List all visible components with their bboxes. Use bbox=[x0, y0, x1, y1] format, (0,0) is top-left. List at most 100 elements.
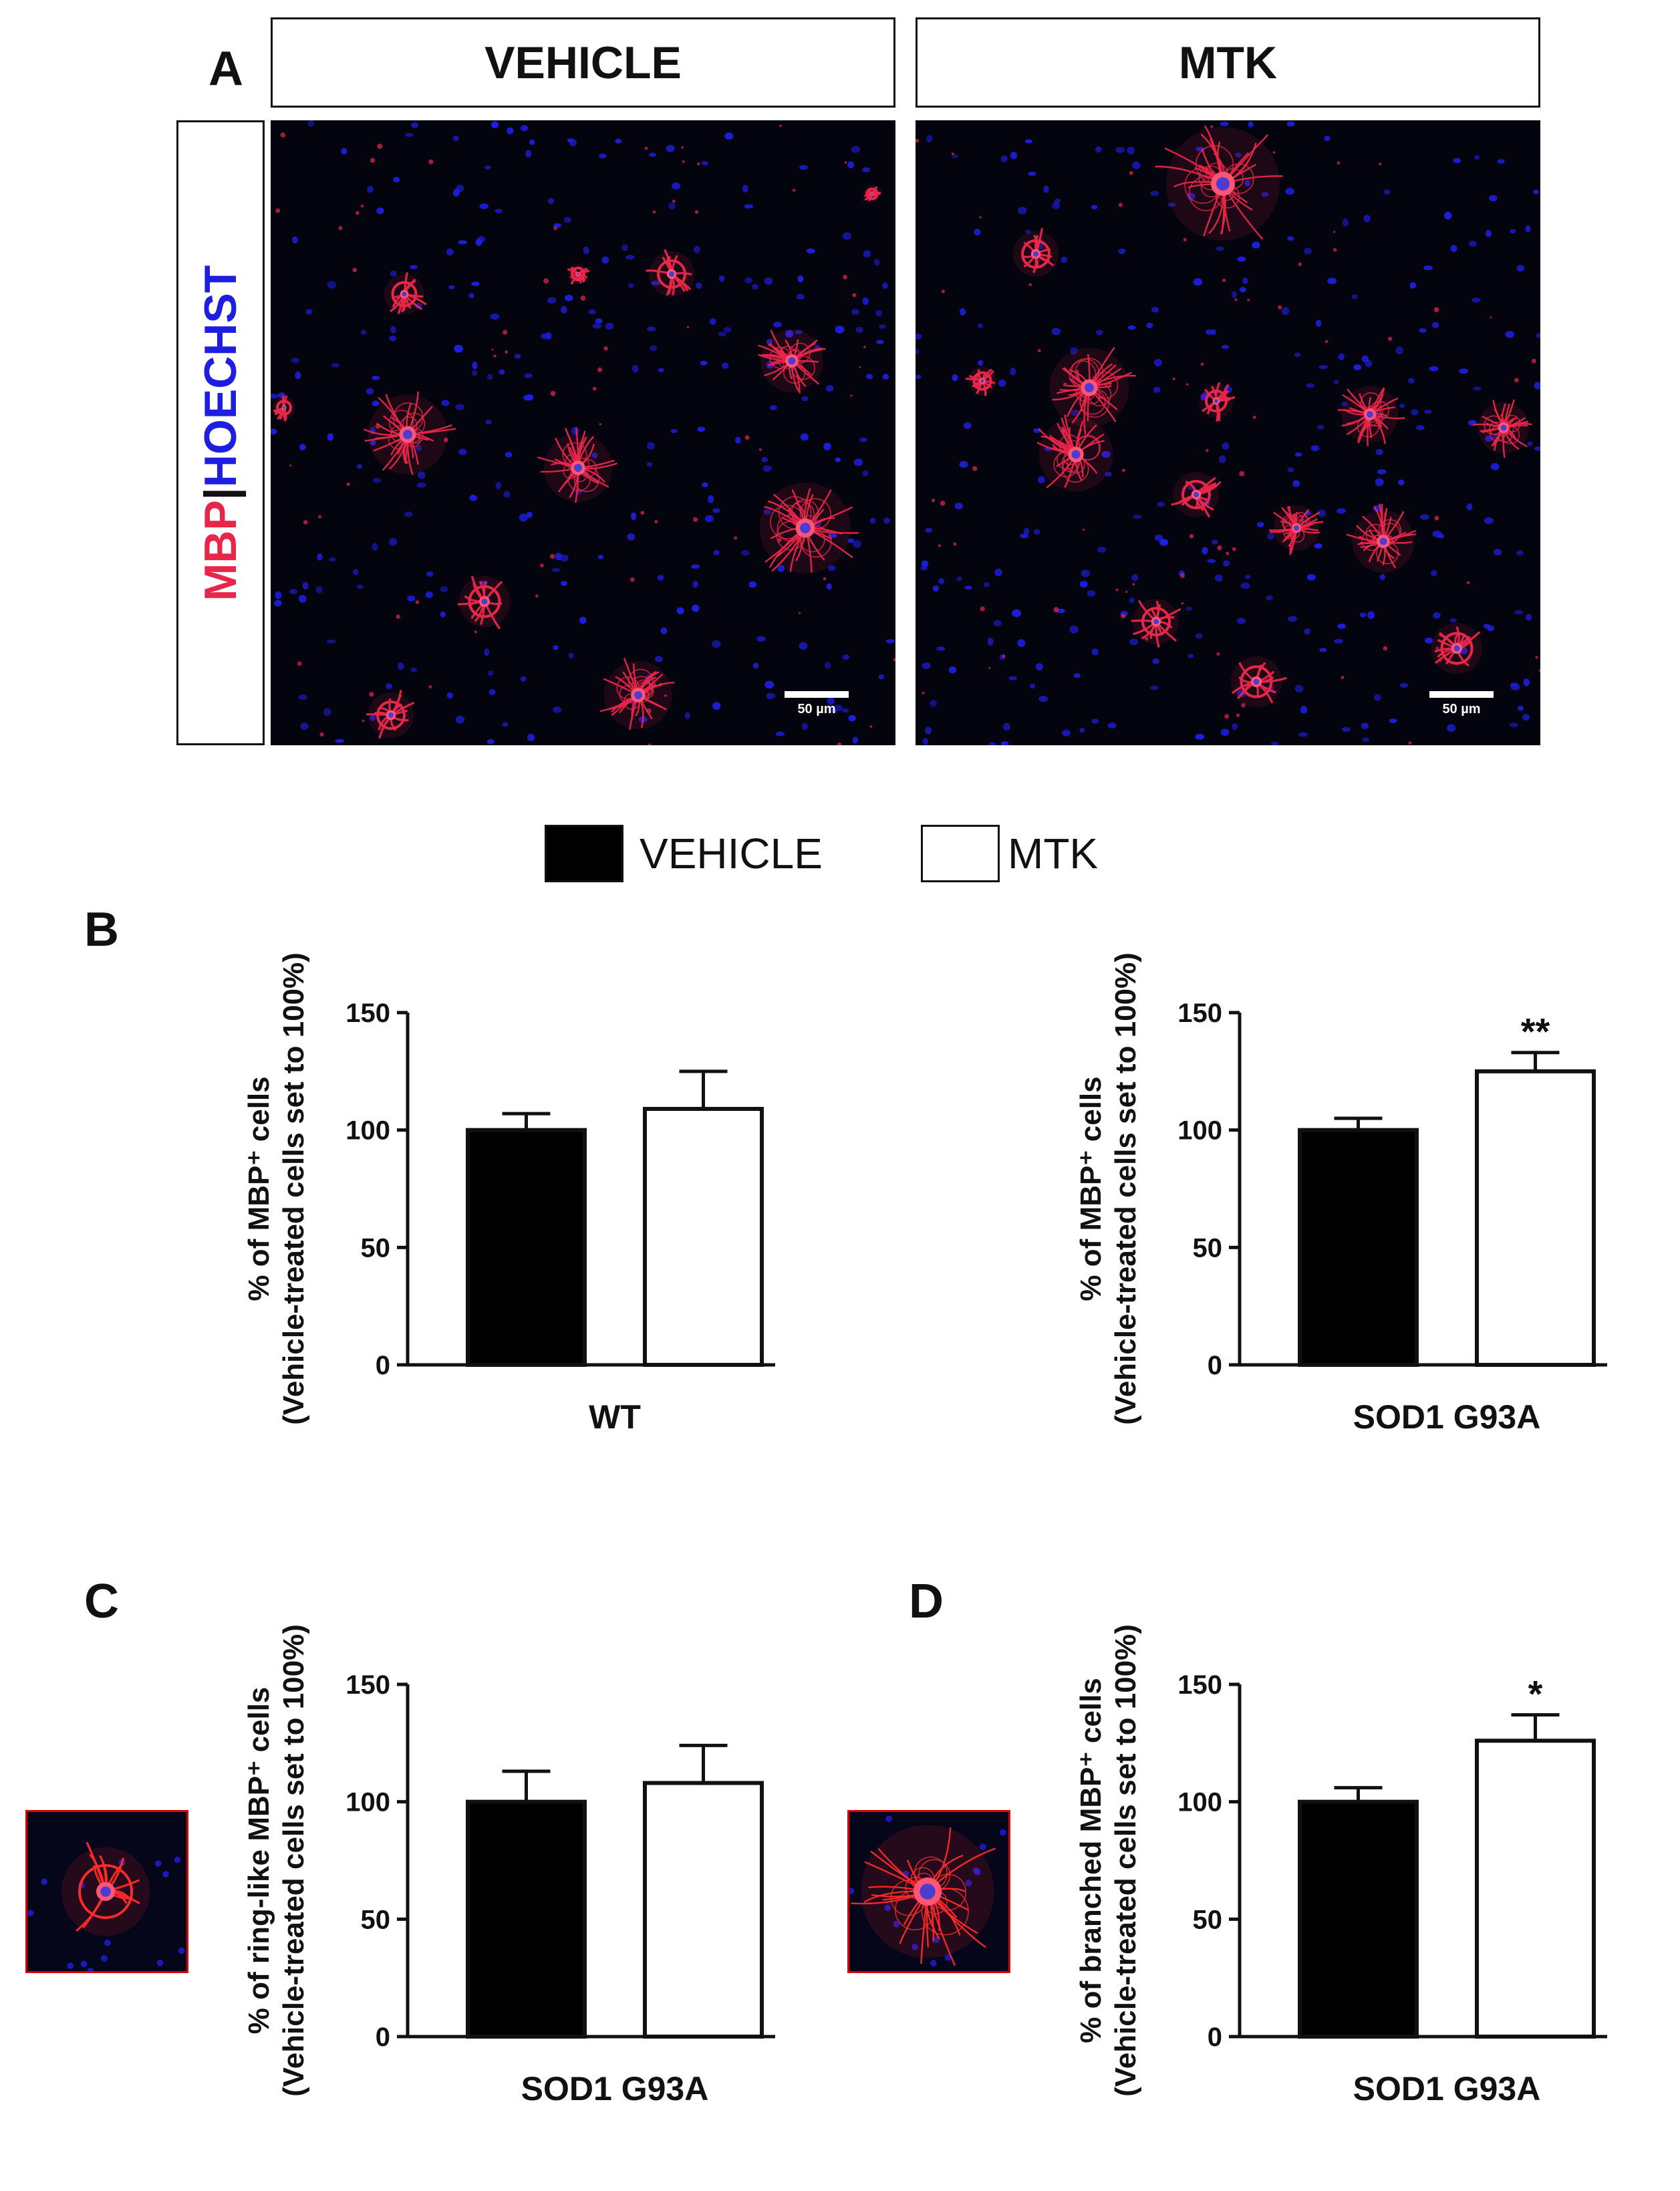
nucleus bbox=[592, 323, 602, 329]
nucleus bbox=[1091, 719, 1099, 724]
nucleus bbox=[563, 217, 572, 223]
nucleus bbox=[551, 567, 561, 572]
nucleus bbox=[505, 451, 513, 458]
nucleus bbox=[1095, 330, 1103, 336]
nucleus bbox=[988, 742, 996, 745]
nucleus bbox=[456, 715, 465, 724]
nucleus bbox=[484, 648, 490, 656]
panel-b-letter: B bbox=[84, 903, 119, 956]
nucleus bbox=[1185, 606, 1192, 611]
nucleus bbox=[718, 332, 726, 337]
nucleus bbox=[1131, 573, 1139, 582]
nucleus bbox=[1155, 534, 1163, 541]
bar-mtk bbox=[643, 1107, 764, 1367]
y-tick-label: 0 bbox=[376, 2023, 390, 2052]
nucleus bbox=[1010, 151, 1018, 160]
nucleus bbox=[693, 245, 701, 253]
nucleus bbox=[762, 465, 772, 472]
nucleus bbox=[625, 255, 635, 260]
nucleus bbox=[469, 495, 478, 501]
nucleus bbox=[1337, 508, 1346, 514]
mbp-stain-label: MBP bbox=[195, 499, 246, 601]
nucleus bbox=[924, 727, 932, 735]
legend-vehicle: VEHICLE bbox=[545, 823, 823, 884]
nucleus bbox=[1025, 229, 1031, 235]
nucleus bbox=[712, 640, 721, 648]
nucleus bbox=[1310, 445, 1320, 451]
nucleus bbox=[1220, 729, 1230, 736]
nucleus bbox=[744, 277, 753, 283]
nucleus bbox=[519, 513, 528, 522]
nucleus bbox=[341, 148, 347, 155]
chart-c-ring-like: % of ring-like MBP⁺ cells(Vehicle-treate… bbox=[243, 1624, 775, 2107]
nucleus bbox=[1516, 550, 1524, 556]
nucleus bbox=[441, 400, 450, 406]
nucleus bbox=[367, 186, 374, 193]
nucleus bbox=[1070, 409, 1080, 416]
mbp-cell bbox=[646, 249, 694, 297]
panel-c-letter: C bbox=[84, 1575, 119, 1628]
nucleus bbox=[752, 662, 759, 669]
mbp-cell bbox=[1155, 125, 1283, 241]
nucleus bbox=[1118, 248, 1126, 255]
nucleus bbox=[1051, 328, 1061, 336]
nucleus bbox=[305, 309, 313, 315]
branched-cell-image bbox=[849, 1812, 1008, 1971]
nucleus bbox=[560, 305, 567, 313]
bar-mtk bbox=[1475, 1738, 1596, 2039]
nucleus bbox=[948, 666, 957, 674]
nucleus bbox=[956, 576, 962, 582]
nucleus bbox=[1127, 146, 1135, 154]
legend-mtk-swatch bbox=[921, 825, 1000, 882]
nucleus bbox=[1304, 247, 1312, 255]
nucleus bbox=[709, 318, 716, 326]
nucleus bbox=[744, 204, 754, 209]
nucleus bbox=[1306, 573, 1316, 581]
y-tick-label: 50 bbox=[1193, 1905, 1223, 1934]
nucleus bbox=[1193, 278, 1203, 286]
nucleus bbox=[597, 555, 604, 559]
nucleus bbox=[983, 582, 990, 588]
nucleus bbox=[591, 452, 598, 459]
nucleus bbox=[1447, 724, 1456, 732]
mtk-scale-bar: 50 µm bbox=[1429, 691, 1494, 717]
nucleus bbox=[479, 203, 489, 209]
nucleus bbox=[801, 396, 809, 402]
nucleus bbox=[1132, 161, 1141, 170]
nucleus bbox=[357, 584, 364, 589]
nucleus bbox=[1222, 344, 1229, 350]
nucleus bbox=[974, 229, 981, 236]
nucleus bbox=[978, 360, 984, 366]
nucleus bbox=[777, 565, 785, 572]
nucleus bbox=[1244, 575, 1251, 579]
nucleus bbox=[1151, 307, 1159, 313]
nucleus bbox=[446, 692, 454, 699]
nucleus bbox=[649, 152, 657, 157]
nucleus bbox=[1319, 648, 1327, 652]
nucleus bbox=[1510, 229, 1516, 234]
nucleus bbox=[1187, 654, 1194, 658]
nucleus bbox=[407, 595, 416, 602]
nucleus bbox=[1523, 678, 1530, 686]
nucleus bbox=[847, 538, 855, 543]
nucleus bbox=[1095, 146, 1102, 153]
nucleus bbox=[446, 248, 454, 256]
nucleus bbox=[796, 293, 805, 300]
nucleus bbox=[742, 184, 748, 192]
nucleus bbox=[621, 244, 628, 251]
nucleus bbox=[468, 293, 474, 299]
nucleus bbox=[708, 495, 714, 503]
nucleus bbox=[1252, 241, 1260, 249]
nucleus bbox=[964, 586, 972, 590]
nucleus bbox=[588, 309, 596, 315]
nucleus bbox=[410, 667, 418, 672]
nucleus bbox=[696, 282, 702, 289]
nucleus bbox=[1411, 409, 1419, 416]
mbp-cell bbox=[363, 391, 456, 475]
nucleus bbox=[1242, 277, 1248, 284]
nucleus bbox=[702, 482, 708, 487]
nucleus bbox=[425, 591, 433, 599]
mbp-cell bbox=[457, 575, 511, 630]
nucleus bbox=[666, 144, 675, 152]
nucleus bbox=[936, 646, 946, 651]
